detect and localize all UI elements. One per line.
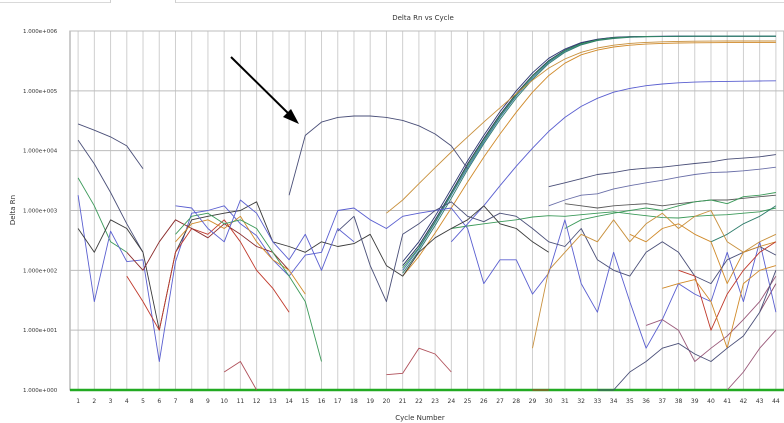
y-tick-label: 1.000e+002	[23, 268, 57, 274]
x-tick-label: 26	[480, 398, 488, 405]
series-line	[175, 215, 306, 295]
series-line	[386, 347, 452, 376]
x-tick-label: 42	[740, 398, 748, 405]
y-tick-label: 1.000e+003	[23, 209, 58, 215]
x-tick-label: 40	[707, 398, 715, 405]
series-line	[662, 265, 777, 349]
series-line	[223, 361, 257, 391]
series-line	[77, 195, 777, 362]
y-tick-label: 1.000e+005	[23, 89, 58, 95]
x-tick-label: 21	[399, 398, 407, 405]
x-tick-label: 2	[92, 398, 96, 405]
annotation-arrow-shaft	[230, 56, 294, 119]
plot-grid	[69, 30, 784, 391]
y-tick-label: 1.000e+000	[23, 388, 58, 394]
tick-layer: 1 2 3 4 5 6 7 8 9 10 11 12 13 14 15 16 17 18 19 20 21 22 23 24 2…	[23, 29, 780, 405]
series-line	[564, 192, 776, 229]
series-line	[629, 223, 777, 285]
x-tick-label: 19	[366, 398, 374, 405]
series-line	[175, 199, 355, 271]
x-tick-label: 12	[253, 398, 261, 405]
chart-title: Delta Rn vs Cycle	[392, 14, 454, 22]
x-tick-label: 38	[675, 398, 683, 405]
x-tick-label: 27	[496, 398, 504, 405]
x-tick-label: 18	[350, 398, 358, 405]
series-layer	[70, 35, 784, 392]
x-tick-label: 33	[594, 398, 602, 405]
tab-divider	[0, 2, 784, 3]
x-tick-label: 13	[269, 398, 277, 405]
series-line	[402, 35, 776, 274]
x-tick-label: 14	[285, 398, 293, 405]
x-tick-label: 28	[512, 398, 520, 405]
series-line	[175, 212, 322, 362]
x-axis-label: Cycle Number	[395, 414, 445, 422]
x-tick-label: 16	[318, 398, 326, 405]
series-line	[337, 201, 777, 303]
x-tick-label: 6	[157, 398, 161, 405]
y-axis-label: Delta Rn	[9, 195, 17, 225]
y-tick-label: 1.000e+004	[23, 149, 58, 155]
x-tick-label: 41	[723, 398, 731, 405]
annotation-layer	[230, 56, 299, 124]
x-tick-label: 8	[190, 398, 194, 405]
x-tick-label: 3	[109, 398, 113, 405]
x-tick-label: 23	[431, 398, 439, 405]
x-tick-label: 11	[237, 398, 245, 405]
series-line	[597, 270, 777, 391]
series-line	[402, 42, 776, 277]
series-line	[532, 210, 777, 349]
series-line	[548, 166, 776, 207]
window-top-strip	[0, 0, 784, 6]
x-tick-label: 43	[756, 398, 764, 405]
series-line	[126, 219, 290, 331]
annotation-arrow-head	[283, 109, 299, 124]
series-line	[77, 139, 144, 253]
x-tick-label: 29	[529, 398, 537, 405]
series-line	[548, 154, 776, 188]
series-line	[710, 205, 777, 243]
y-tick-label: 1.000e+001	[23, 328, 57, 334]
x-tick-label: 10	[220, 398, 228, 405]
x-tick-label: 9	[206, 398, 210, 405]
x-tick-label: 24	[448, 398, 456, 405]
series-line	[678, 241, 777, 331]
x-tick-label: 30	[545, 398, 553, 405]
series-line	[645, 275, 777, 362]
x-tick-label: 36	[642, 398, 650, 405]
x-tick-label: 35	[626, 398, 634, 405]
x-tick-label: 22	[415, 398, 423, 405]
x-tick-label: 44	[772, 398, 780, 405]
x-tick-label: 5	[141, 398, 145, 405]
series-line	[451, 207, 777, 229]
series-line	[450, 80, 776, 243]
series-line	[726, 329, 777, 391]
series-line	[564, 194, 776, 209]
x-tick-label: 17	[334, 398, 342, 405]
series-line	[386, 40, 776, 214]
x-tick-label: 1	[76, 398, 80, 405]
tab[interactable]	[110, 0, 176, 3]
x-tick-label: 32	[577, 398, 585, 405]
series-line	[288, 115, 468, 196]
x-tick-label: 4	[125, 398, 129, 405]
x-tick-label: 7	[174, 398, 178, 405]
x-tick-label: 34	[610, 398, 618, 405]
y-tick-label: 1.000e+006	[23, 29, 58, 35]
series-line	[77, 123, 144, 169]
x-tick-label: 20	[383, 398, 391, 405]
series-line	[759, 283, 777, 313]
x-tick-label: 25	[464, 398, 472, 405]
x-tick-label: 31	[561, 398, 569, 405]
x-tick-label: 15	[301, 398, 309, 405]
x-tick-label: 39	[691, 398, 699, 405]
x-tick-label: 37	[658, 398, 666, 405]
